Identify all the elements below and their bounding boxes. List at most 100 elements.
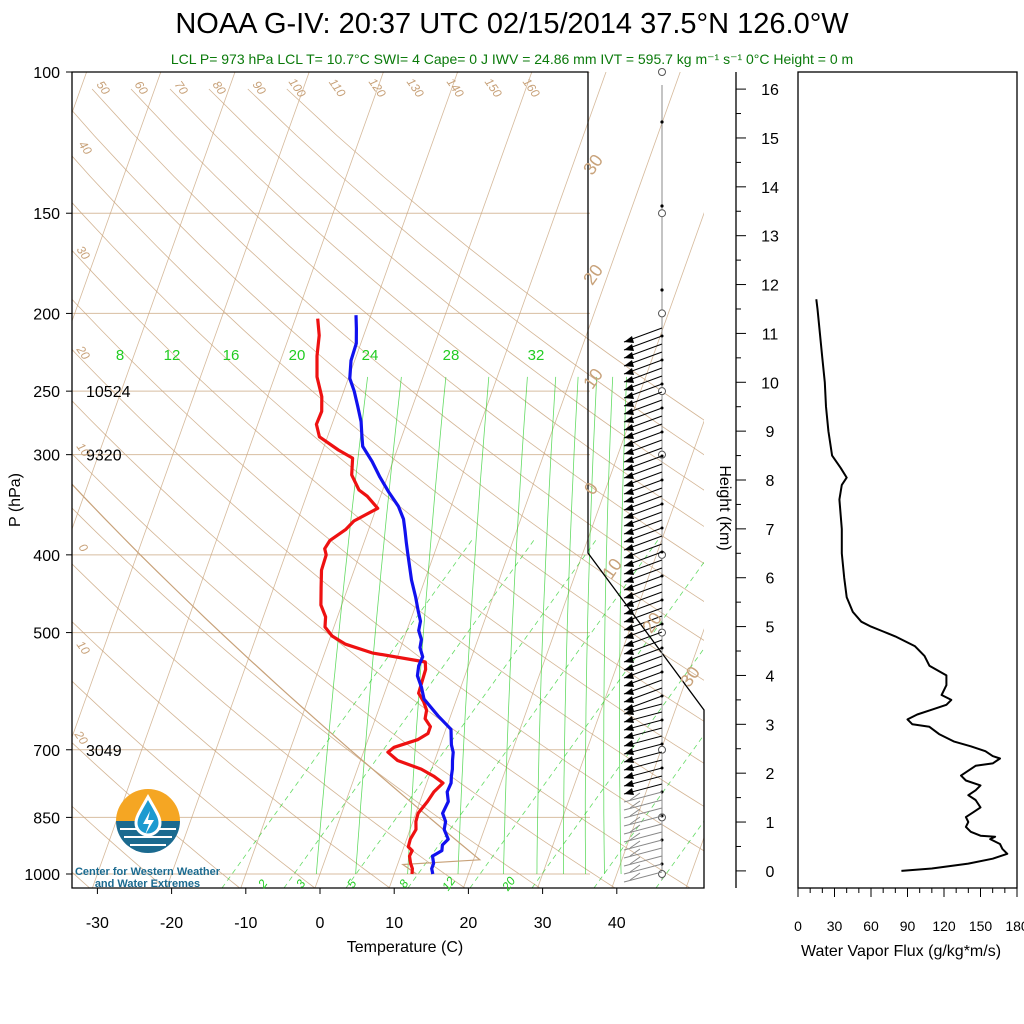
wind-barb-feather xyxy=(629,840,641,849)
wind-barb-flag xyxy=(624,392,634,399)
height-tick-label: 15 xyxy=(761,131,779,148)
wind-barb-shaft xyxy=(623,863,663,875)
wind-barb-feather xyxy=(629,792,641,801)
y-tick-label: 500 xyxy=(33,626,60,643)
height-label: 3049 xyxy=(86,743,122,760)
barb-calm-marker xyxy=(658,209,666,218)
height-label: 9320 xyxy=(86,448,122,465)
cw3e-logo: Center for Western Weather and Water Ext… xyxy=(70,785,225,890)
dry-adiabat-line xyxy=(130,88,704,564)
isotherm-line xyxy=(72,72,162,323)
wind-barb-shaft xyxy=(623,823,663,835)
flux-x-tick-label: 30 xyxy=(827,918,843,934)
wind-barb-flag xyxy=(624,488,634,495)
mixing-ratio-line xyxy=(584,376,598,874)
isotherm-label: 30 xyxy=(676,663,704,691)
height-tick-label: 13 xyxy=(761,229,779,246)
wind-barb-flag xyxy=(624,592,634,599)
mixing-ratio-label: 8 xyxy=(116,347,124,364)
y-tick-label: 1000 xyxy=(24,867,60,884)
wind-barb-flag xyxy=(624,576,634,583)
dry-adiabat-label: 140 xyxy=(444,75,467,100)
wind-barb-feather xyxy=(629,872,641,881)
x-tick-label: 0 xyxy=(316,915,325,932)
wind-barb-flag xyxy=(624,464,634,471)
wind-barb-flag xyxy=(624,400,634,407)
wind-barb-flag xyxy=(624,708,634,715)
wind-barb-flag xyxy=(624,616,634,623)
isotherm-label: 0 xyxy=(76,541,91,555)
isotherm-line xyxy=(462,212,704,888)
mixing-ratio-line xyxy=(355,376,402,875)
wind-barb-flag xyxy=(624,496,634,503)
wind-barb-feather xyxy=(629,864,641,873)
dry-adiabat-line xyxy=(286,88,704,421)
height-tick-label: 6 xyxy=(766,571,775,588)
wind-barb-flag xyxy=(624,440,634,447)
mixing-ratio-label: 32 xyxy=(528,347,545,364)
isotherm-line xyxy=(72,72,88,115)
dry-adiabat-line xyxy=(72,563,466,888)
wind-barb-flag xyxy=(624,360,634,367)
mixing-ratio-label: 20 xyxy=(289,347,306,364)
flux-x-tick-label: 180 xyxy=(1005,918,1024,934)
wind-barb-flag xyxy=(624,456,634,463)
dry-adiabat-line xyxy=(72,805,166,888)
barb-dot xyxy=(660,204,664,208)
height-tick-label: 3 xyxy=(766,717,775,734)
wind-barb-flag xyxy=(624,544,634,551)
x-tick-label: 40 xyxy=(608,915,626,932)
chart-subtitle-stats: LCL P= 973 hPa LCL T= 10.7°C SWI= 4 Cape… xyxy=(170,51,854,67)
isotherm-line xyxy=(537,420,704,888)
wind-barb-flag xyxy=(624,376,634,383)
wind-barb-flag xyxy=(624,336,634,343)
parcel-trace-line xyxy=(72,483,482,875)
wind-barb-feather xyxy=(629,808,641,817)
wind-barbs-column xyxy=(623,68,666,883)
wind-barb-flag xyxy=(624,408,634,415)
dry-adiabat-line xyxy=(72,249,704,764)
dry-adiabat-line xyxy=(72,155,704,681)
logo-caption-line1: Center for Western Weather xyxy=(74,866,221,878)
moist-adiabat-line xyxy=(469,561,704,888)
chart-title: NOAA G-IV: 20:37 UTC 02/15/2014 37.5°N 1… xyxy=(175,8,849,40)
wind-barb-flag xyxy=(624,536,634,543)
mixing-ratio-label: 28 xyxy=(443,347,460,364)
wind-barb-flag xyxy=(624,648,634,655)
dry-adiabat-label: 130 xyxy=(404,75,427,100)
wind-barb-shaft xyxy=(623,839,663,851)
wind-barb-shaft xyxy=(623,855,663,867)
wind-barb-flag xyxy=(624,368,634,375)
flux-x-tick-label: 90 xyxy=(900,918,916,934)
y-tick-label: 100 xyxy=(33,65,60,82)
wind-barb-flag xyxy=(624,504,634,511)
mixing-ratio-label: 12 xyxy=(439,874,458,893)
wind-barb-flag xyxy=(624,772,634,779)
skewt-frame xyxy=(71,71,705,889)
mixing-ratio-line xyxy=(503,376,528,875)
wind-barb-flag xyxy=(624,680,634,687)
wind-barb-flag xyxy=(624,696,634,703)
mixing-ratio-label: 16 xyxy=(223,347,240,364)
wind-barb-flag xyxy=(624,448,634,455)
wind-barb-flag xyxy=(624,732,634,739)
water-vapor-flux-line xyxy=(815,299,1009,872)
wind-barb-shaft xyxy=(623,807,663,819)
wind-barb-flag xyxy=(624,780,634,787)
height-label: 10524 xyxy=(86,384,131,401)
barb-dot xyxy=(660,288,664,292)
dry-adiabat-line xyxy=(91,88,704,602)
skewt-background-grid xyxy=(72,72,704,888)
isotherm-label: 20 xyxy=(73,342,93,362)
wind-barb-flag xyxy=(624,740,634,747)
isotherm-label: 20 xyxy=(579,261,607,289)
dry-adiabat-label: 100 xyxy=(286,75,309,100)
dry-adiabat-line xyxy=(247,88,704,456)
isotherm-label: 10 xyxy=(579,365,607,393)
dry-adiabat-line xyxy=(72,109,704,641)
logo-caption-line2: and Water Extremes xyxy=(94,878,201,890)
height-tick-label: 14 xyxy=(761,180,779,197)
barb-calm-marker xyxy=(658,745,666,754)
y-tick-label: 850 xyxy=(33,810,60,827)
